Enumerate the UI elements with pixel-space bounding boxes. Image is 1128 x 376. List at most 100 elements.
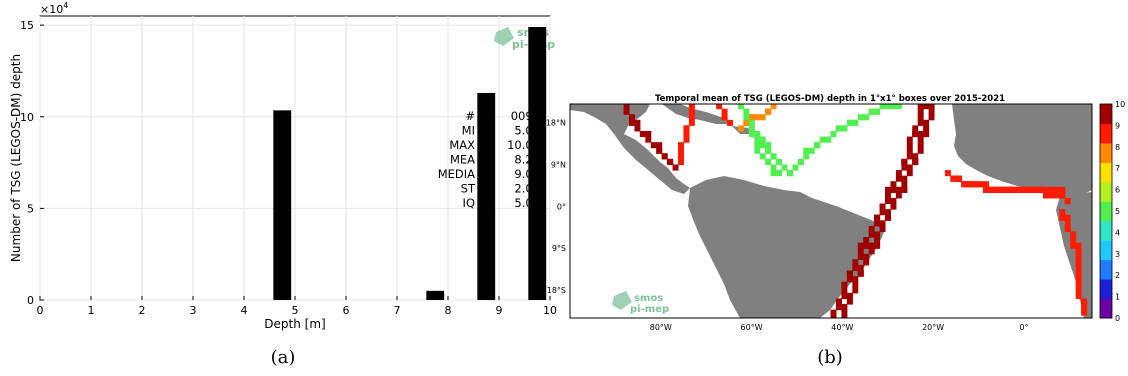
lat-tick-label: 18°N [546,119,566,128]
data-cell [1075,281,1082,288]
colorbar-tick-label: 9 [1115,121,1120,130]
data-cell [841,315,848,318]
data-cell [781,164,788,171]
data-cell [683,125,690,132]
data-cell [906,142,913,149]
data-cell [835,125,842,132]
data-cell [901,181,908,188]
data-cell [874,214,881,221]
data-cell [912,125,919,132]
stat-label: ST [461,182,476,196]
data-cell [846,276,853,283]
data-cell [814,142,821,149]
data-cell [890,197,897,205]
map-panel: Temporal mean of TSG (LEGOS-DM) depth in… [546,94,1125,368]
data-cell [966,181,973,188]
data-cell [868,231,875,238]
data-cell [645,136,652,143]
data-cell [819,136,826,143]
data-cell [629,114,635,121]
data-cell [885,214,891,221]
data-cell [857,248,864,255]
data-cell [786,170,793,177]
data-cell [629,119,635,126]
data-cell [803,153,810,160]
lon-tick-label: 40°W [831,323,853,332]
data-cell [683,130,690,138]
data-cell [639,130,646,138]
data-cell [770,153,777,160]
data-cell [868,242,875,249]
data-cell [879,220,886,227]
data-cell [743,119,750,126]
y-ticks: 0 5 10 15 [20,19,44,307]
data-cell [770,104,777,110]
data-cell [1010,186,1017,193]
colorbar-tick-label: 4 [1115,228,1120,237]
data-cell [874,237,881,244]
colorbar-tick-label: 5 [1115,207,1120,216]
data-cell [1064,225,1071,232]
north-america [570,104,690,194]
map-title: Temporal mean of TSG (LEGOS-DM) depth in… [655,94,1005,104]
data-cell [923,125,930,132]
data-cell [1081,309,1088,316]
data-cell [754,130,761,138]
data-cell [1048,186,1055,193]
data-cell [759,114,766,121]
data-cell [863,242,870,249]
data-cell [678,158,684,165]
data-cell [1070,231,1077,238]
data-cell [721,114,728,121]
data-cell [765,147,772,154]
data-cell [759,136,766,143]
data-cell [885,186,891,193]
data-cell [1075,287,1082,294]
x-tick-label: 5 [292,304,299,317]
lon-tick-label: 20°W [922,323,944,332]
colorbar-segment [1100,123,1112,144]
data-cell [923,130,930,138]
data-cell [895,186,902,193]
data-cell [623,108,630,115]
data-cell [906,153,913,160]
y-tick-label: 15 [20,19,34,32]
colorbar-tick-label: 7 [1115,164,1120,173]
data-cell [895,175,902,182]
data-cell [1048,192,1055,199]
data-cell [863,253,870,260]
data-cell [759,142,766,149]
data-cell [1075,264,1082,272]
data-cell [765,142,772,149]
x-tick-label: 3 [190,304,197,317]
data-cell [1064,197,1071,205]
data-cell [656,147,663,154]
bars [273,26,547,301]
x-tick-label: 6 [343,304,350,317]
data-cell [944,170,951,177]
data-cell [852,264,859,272]
data-cell [857,270,864,277]
caption-a: (a) [271,347,296,368]
x-tick-label: 9 [496,304,503,317]
data-cell [917,136,924,143]
data-cell [868,225,875,232]
data-cell [912,130,919,138]
data-cell [863,237,870,244]
data-cell [912,158,919,165]
colorbar-segment [1100,279,1112,300]
data-cell [923,119,930,126]
data-cell [857,242,864,249]
lat-tick-label: 0° [557,202,566,211]
logo-shape [612,291,632,310]
data-cell [1075,276,1082,283]
lat-tick-label: 18°S [547,286,566,295]
data-cell [841,281,848,288]
data-cell [683,136,690,143]
data-cell [852,259,859,266]
data-cell [656,142,663,149]
data-cell [688,119,695,126]
data-cell [1053,186,1060,193]
data-cell [748,119,755,126]
data-cell [983,181,990,188]
